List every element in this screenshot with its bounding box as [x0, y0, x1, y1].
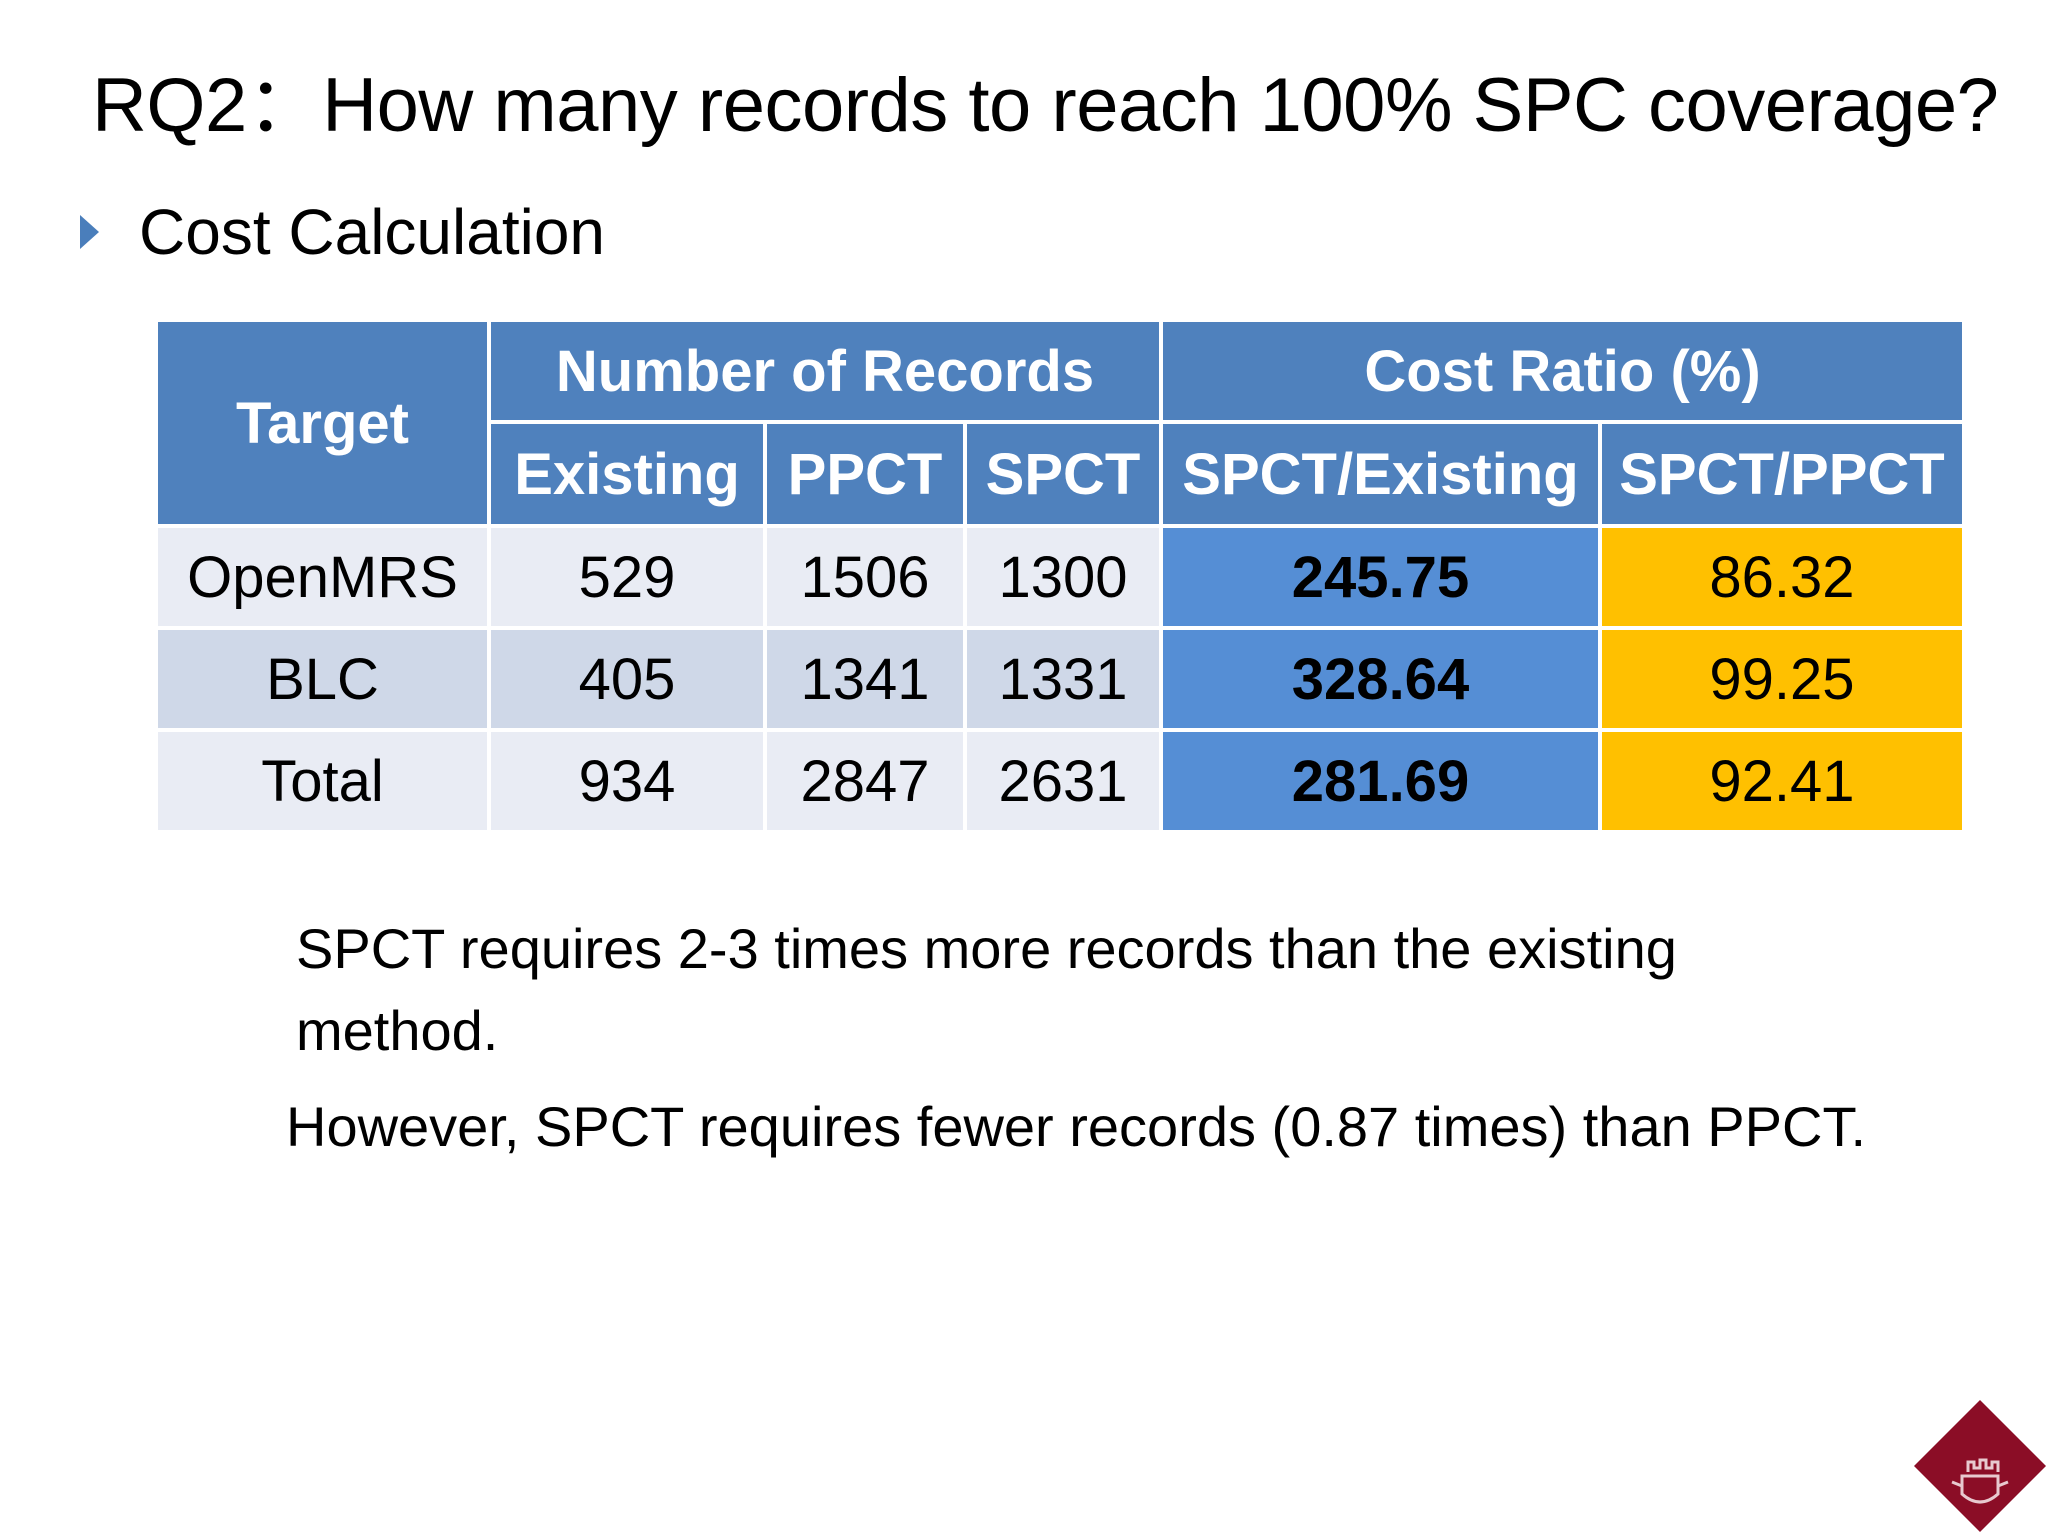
cell-existing: 934 [487, 728, 767, 834]
university-crest-icon [1914, 1400, 2046, 1532]
cell-spct-ppct: 92.41 [1597, 728, 1967, 834]
table-row: BLC 405 1341 1331 328.64 99.25 [154, 626, 1967, 732]
cell-target: Total [154, 728, 491, 834]
header-number-of-records: Number of Records [487, 318, 1163, 424]
cell-target: OpenMRS [154, 524, 491, 630]
cell-ppct: 1341 [763, 626, 967, 732]
cell-spct: 1300 [963, 524, 1163, 630]
cell-ppct: 2847 [763, 728, 967, 834]
note-spct-vs-existing: SPCT requires 2-3 times more records tha… [296, 917, 1677, 1062]
cell-existing: 529 [487, 524, 767, 630]
cell-target: BLC [154, 626, 491, 732]
bullet-text: Cost Calculation [139, 196, 605, 268]
cell-ppct: 1506 [763, 524, 967, 630]
cost-table: Target Number of Records Cost Ratio (%) … [154, 318, 1967, 834]
header-target: Target [154, 318, 491, 528]
header-ppct: PPCT [763, 420, 967, 528]
header-row-columns: Existing PPCT SPCT SPCT/Existing SPCT/PP… [156, 420, 1967, 528]
header-spct: SPCT [963, 420, 1163, 528]
header-cost-ratio: Cost Ratio (%) [1158, 318, 1967, 424]
cell-spct-ppct: 99.25 [1597, 626, 1967, 732]
table-row: Total 934 2847 2631 281.69 92.41 [154, 728, 1967, 834]
cell-spct-existing: 245.75 [1159, 524, 1602, 630]
cell-spct-existing: 281.69 [1159, 728, 1602, 834]
cell-spct-ppct: 86.32 [1597, 524, 1967, 630]
note-spct-vs-ppct: However, SPCT requires fewer records (0.… [286, 1095, 1867, 1158]
cell-spct: 1331 [963, 626, 1163, 732]
cost-table-container: Target Number of Records Cost Ratio (%) … [154, 318, 1967, 834]
slide-title: RQ2：How many records to reach 100% SPC c… [92, 63, 1999, 148]
triangle-bullet-icon [80, 215, 99, 249]
bullet-item: Cost Calculation [80, 192, 605, 272]
cell-spct-existing: 328.64 [1159, 626, 1602, 732]
header-spct-existing: SPCT/Existing [1159, 420, 1602, 528]
header-existing: Existing [487, 420, 767, 528]
cell-spct: 2631 [963, 728, 1163, 834]
header-spct-ppct: SPCT/PPCT [1597, 420, 1967, 528]
header-row-groups: Target Number of Records Cost Ratio (%) [154, 318, 1967, 528]
cell-existing: 405 [487, 626, 767, 732]
table-row: OpenMRS 529 1506 1300 245.75 86.32 [154, 524, 1967, 630]
